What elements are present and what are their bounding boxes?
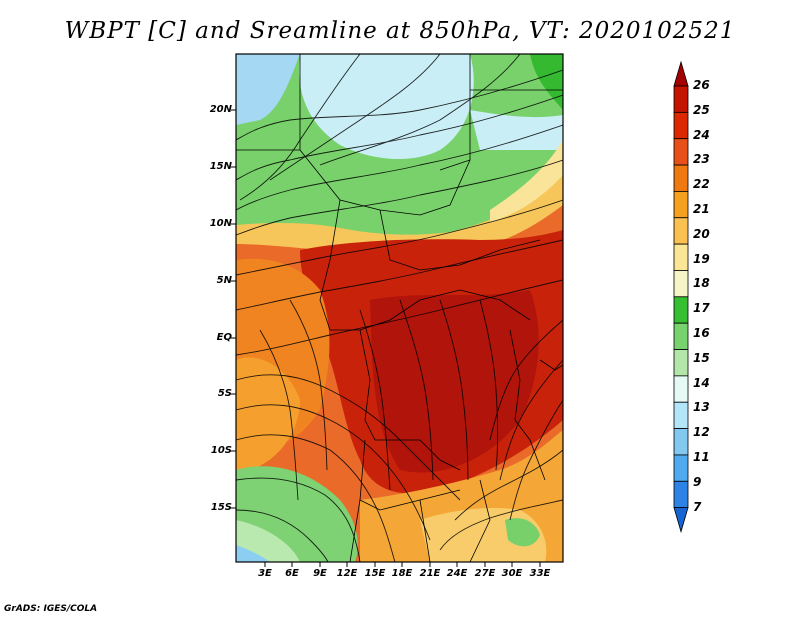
colorbar-tick-label: 7 <box>693 499 702 514</box>
colorbar-swatch <box>673 480 689 509</box>
colorbar-tick-label: 13 <box>693 400 710 415</box>
lon-label-9e: 9E <box>313 568 327 579</box>
colorbar-tick-label: 11 <box>693 450 710 465</box>
colorbar-tick-label: 24 <box>693 127 710 142</box>
colorbar-swatch <box>673 428 689 456</box>
lat-label-20n: 20N <box>209 104 232 115</box>
lat-label-10n: 10N <box>209 218 232 229</box>
lon-label-21e: 21E <box>419 568 441 579</box>
lon-label-15e: 15E <box>364 568 386 579</box>
colorbar-tick-label: 17 <box>693 301 710 316</box>
colorbar-swatch <box>673 401 689 429</box>
lon-label-30e: 30E <box>501 568 523 579</box>
colorbar-tick-label: 18 <box>693 276 710 291</box>
colorbar-swatch <box>673 243 689 271</box>
colorbar-swatch <box>673 454 689 482</box>
map-frame <box>235 53 564 563</box>
latitude-ticks <box>231 109 236 509</box>
colorbar-top-arrow <box>673 60 689 87</box>
colorbar-tick-label: 19 <box>693 251 710 266</box>
colorbar-tick-label: 12 <box>693 425 710 440</box>
lat-label-10s: 10S <box>210 445 232 456</box>
lat-label-15n: 15N <box>209 161 232 172</box>
colorbar-swatch <box>673 270 689 298</box>
lat-label-5s: 5S <box>217 388 232 399</box>
colorbar-swatch <box>673 349 689 377</box>
lon-label-12e: 12E <box>336 568 358 579</box>
colorbar-swatch <box>673 375 689 403</box>
colorbar-tick-label: 23 <box>693 152 710 167</box>
colorbar-swatch <box>673 296 689 324</box>
colorbar-tick-label: 20 <box>693 226 710 241</box>
colorbar-swatch <box>673 138 689 166</box>
lat-label-15s: 15S <box>210 502 232 513</box>
grads-credit: GrADS: IGES/COLA <box>4 604 98 614</box>
longitude-ticks <box>264 562 541 567</box>
colorbar-swatch <box>673 85 689 113</box>
colorbar-swatch <box>673 164 689 192</box>
lon-label-18e: 18E <box>391 568 413 579</box>
colorbar-swatch <box>673 217 689 245</box>
wbpt-field <box>236 54 563 562</box>
lon-label-6e: 6E <box>285 568 299 579</box>
lat-label-5n: 5N <box>216 275 232 286</box>
lon-label-33e: 33E <box>529 568 551 579</box>
colorbar-bottom-arrow <box>673 507 689 534</box>
colorbar-tick-label: 15 <box>693 350 710 365</box>
colorbar-tick-label: 21 <box>693 202 710 216</box>
lon-label-24e: 24E <box>446 568 468 579</box>
colorbar-tick-label: 25 <box>693 102 710 117</box>
colorbar-tick-label: 22 <box>693 177 710 192</box>
colorbar-swatch <box>673 111 689 140</box>
lat-label-eq: EQ <box>216 332 232 343</box>
colorbar-tick-label: 16 <box>693 326 710 341</box>
colorbar-tick-label: 9 <box>693 474 702 489</box>
colorbar-tick-label: 14 <box>693 375 710 390</box>
colorbar-tick-label: 26 <box>693 78 710 92</box>
colorbar-swatch <box>673 191 689 219</box>
lon-label-3e: 3E <box>258 568 272 579</box>
colorbar-swatch <box>673 322 689 350</box>
colorbar <box>673 60 689 534</box>
country-borders <box>236 54 563 562</box>
lon-label-27e: 27E <box>474 568 496 579</box>
map-title: WBPT [C] and Sreamline at 850hPa, VT: 20… <box>64 18 736 44</box>
